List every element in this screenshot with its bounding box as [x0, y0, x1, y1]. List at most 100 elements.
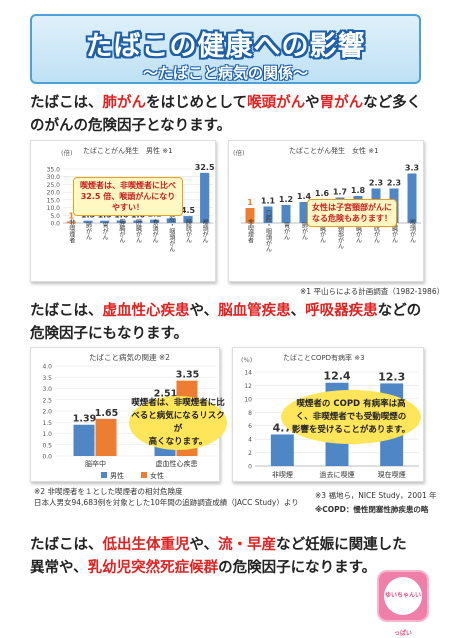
axis-unit-label: (倍)	[61, 148, 73, 157]
data-label: 4.5	[181, 206, 196, 215]
bar	[200, 172, 210, 223]
legend-label: 女性	[150, 471, 164, 480]
data-label: 2.3	[369, 179, 383, 188]
footnote-4: ※COPD：慢性閉塞性肺疾患の略	[315, 505, 429, 514]
y-tick-label: 0.0	[50, 221, 60, 228]
x-tick-label: 口腔・咽頭がん	[265, 210, 272, 252]
chart-panel-male: たばことがん発生 男性 ※1 (倍) 0.0 5.0 10.0 15.0 20.0 25.0 3…	[30, 140, 216, 282]
text-span: たばこは、	[30, 95, 103, 111]
stamp-label: ゆいちゃんいっぱい	[384, 577, 422, 637]
highlight-text: 脳血管疾患	[218, 303, 291, 319]
footnote-3: ※3 福地ら，NICE Study，2001 年	[315, 491, 437, 500]
y-tick-label: 8	[248, 410, 252, 417]
bar	[95, 418, 117, 456]
legend-label: 男性	[110, 471, 124, 480]
x-tick-label: 非喫煙	[272, 470, 293, 479]
y-tick-label: 10	[244, 396, 252, 403]
footnote-2a: ※2 非喫煙者を１とした喫煙者の相対危険度	[34, 487, 183, 496]
mascot-stamp: ゆいちゃんいっぱい	[377, 570, 429, 637]
data-label: 2.3	[387, 179, 401, 188]
y-tick-label: 1.5	[42, 420, 52, 427]
data-label: 1.6	[315, 189, 330, 198]
data-label: 32.5	[195, 163, 215, 172]
text-span: たばこは、	[30, 537, 103, 553]
y-tick-label: 15.0	[47, 197, 61, 204]
x-tick-label: 肝臓がん	[319, 219, 326, 243]
x-tick-label: 口腔・咽頭がん	[168, 210, 175, 252]
y-tick-label: 2	[248, 450, 252, 457]
chart-panel-copd: たばことCOPD有病率 ※3 (%) 0 2 4 6 8 10 12 14 4.7 非喫煙 12.4 過去…	[232, 347, 424, 482]
bar	[281, 205, 291, 223]
x-tick-label: 喉頭がん	[409, 218, 416, 243]
bar	[166, 218, 176, 223]
y-tick-label: 0.5	[42, 442, 52, 449]
bar	[73, 424, 95, 456]
intro-paragraph-pregnancy: たばこは、低出生体重児や、流・早産など妊娠に関連した異常や、乳幼児突然死症候群の…	[30, 534, 410, 580]
footnote-2b: 日本人男女94,683例を対象とした10年間の追跡調査成績（JACC Study…	[34, 498, 299, 507]
data-label: 1.1	[261, 197, 276, 206]
y-tick-label: 5.0	[50, 213, 60, 220]
x-tick-label: 胃がん	[101, 222, 108, 240]
callout-male: 喫煙者は、非喫煙者に比べ 32.5 倍、喉頭がんになりやすい！	[73, 177, 183, 216]
text-span: など多くのがんの危険因子となります。	[30, 95, 422, 134]
chart-panel-female: たばことがん発生 女性 ※1 (倍) 1 非喫煙者 1.1 口腔・咽頭がん 1.2 胃がん 1.…	[228, 140, 424, 282]
chart-title: たばことがん発生 男性 ※1	[83, 146, 173, 155]
bar	[245, 208, 255, 223]
text-span: や、	[189, 303, 219, 319]
x-tick-label: 膀胱がん	[373, 218, 380, 243]
chart-title: たばことがん発生 女性 ※1	[289, 146, 379, 155]
callout-copd: 喫煙者の COPD 有病率は高 く、非喫煙者でも受動喫煙の 影響を受けることがあ…	[281, 390, 421, 444]
y-tick-label: 4	[248, 437, 252, 444]
y-tick-label: 10.0	[47, 205, 61, 212]
axis-unit-label: (%)	[241, 356, 252, 364]
data-label: 1	[69, 211, 75, 220]
y-tick-label: 12	[244, 383, 252, 390]
x-tick-label: 腎臓がん	[391, 218, 398, 243]
x-tick-label: 喉頭がん	[201, 218, 208, 243]
x-tick-label: 過去に喫煙	[320, 470, 355, 479]
bar	[270, 434, 294, 466]
bar	[83, 220, 93, 223]
callout-cardio: 喫煙者は、非喫煙者に比 べると病気になるリスクが 高くなります。	[129, 396, 227, 450]
text-span: をはじめとして	[146, 95, 248, 111]
y-tick-label: 0.0	[42, 454, 52, 461]
data-label: 12.4	[323, 370, 350, 383]
bar	[299, 202, 309, 223]
x-tick-label: 食道がん	[151, 218, 158, 243]
y-tick-label: 2.0	[42, 409, 52, 416]
y-tick-label: 3.0	[42, 386, 52, 393]
y-tick-label: 25.0	[47, 182, 61, 189]
chart-title: たばこと病気の関連 ※2	[89, 352, 170, 362]
y-tick-label: 0	[248, 464, 252, 471]
highlight-text: 喉頭がん	[247, 95, 306, 111]
data-label: 3.35	[176, 370, 199, 381]
legend-swatch	[101, 472, 107, 478]
chart-panel-cardio: たばこと病気の関連 ※2 0.0 0.5 1.0 1.5 2.0 2.5 3.0 3.5 4.0 1…	[30, 347, 227, 482]
page-title: たばこの健康への影響	[85, 31, 366, 62]
bar	[116, 220, 126, 223]
intro-paragraph-disease: たばこは、虚血性心疾患や、脳血管疾患、呼吸器疾患などの危険因子にもなります。	[30, 300, 430, 346]
data-label: 1.39	[73, 414, 96, 425]
data-label: 1	[247, 198, 253, 207]
chart-title: たばことCOPD有病率 ※3	[283, 353, 365, 362]
data-label: 2.51	[154, 389, 177, 400]
data-label: 1.4	[297, 192, 312, 201]
title-banner: たばこの健康への影響 〜たばこと病気の関係〜	[30, 14, 421, 84]
x-tick-label: 非喫煙者	[68, 218, 75, 244]
data-label: 1.8	[351, 186, 366, 195]
x-tick-label: 肝臓がん	[135, 219, 142, 243]
x-tick-label: 胃がん	[283, 222, 290, 240]
text-span: の危険因子になります。	[218, 560, 377, 576]
text-span: たばこは、	[30, 303, 103, 319]
axis-unit-label: (倍)	[233, 148, 245, 157]
x-tick-label: 虚血性心疾患	[156, 459, 198, 468]
x-tick-label: 肺がん	[85, 222, 92, 240]
text-span: や、	[189, 537, 219, 553]
bar	[100, 220, 110, 223]
x-tick-label: 脳卒中	[85, 459, 106, 468]
y-tick-label: 3.5	[42, 375, 52, 382]
y-tick-label: 14	[244, 370, 252, 377]
highlight-text: 肺がん	[102, 95, 147, 111]
bar	[66, 221, 76, 223]
page-subtitle: 〜たばこと病気の関係〜	[142, 64, 308, 82]
